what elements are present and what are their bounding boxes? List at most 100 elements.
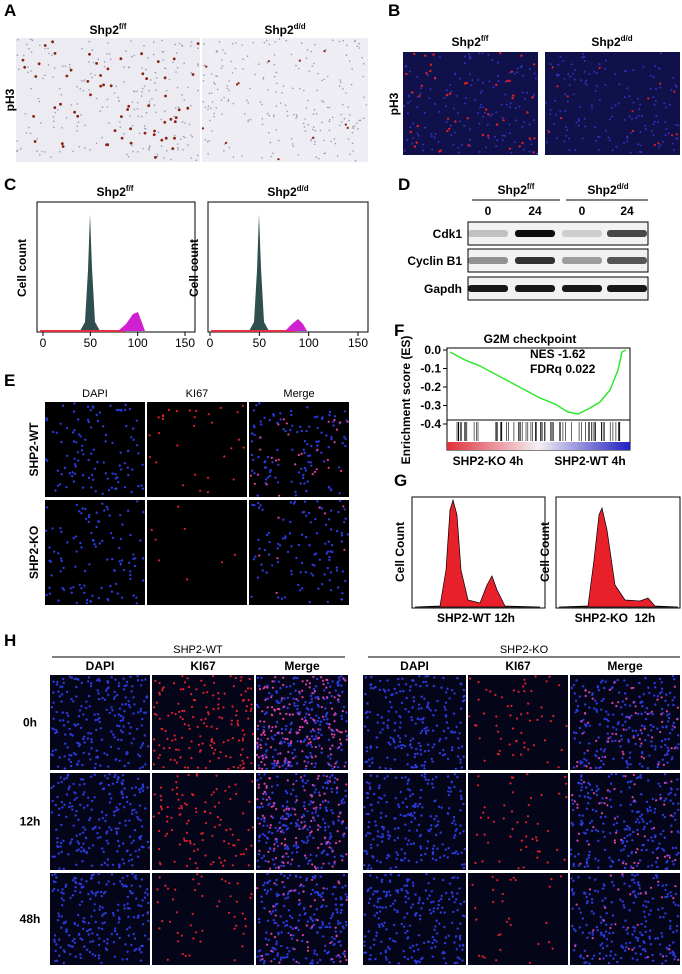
cell-dot [315, 883, 318, 886]
cell-dot [571, 799, 574, 802]
cell-dot [640, 712, 643, 716]
cell-dot [367, 864, 371, 867]
cell-dot [90, 738, 93, 741]
cell-dot [624, 70, 627, 72]
cell-dot [257, 506, 261, 509]
cell-dot [341, 798, 345, 801]
cell-dot [50, 706, 54, 709]
cell-dot [409, 743, 412, 746]
cell-dot [155, 461, 158, 464]
cell-dot [273, 115, 275, 118]
cell-dot [62, 892, 65, 895]
cell-dot [313, 62, 315, 65]
cell-dot [424, 852, 427, 856]
cell-dot [298, 711, 302, 714]
cell-dot [347, 138, 350, 140]
cell-dot [570, 686, 573, 690]
cell-dot [288, 703, 291, 706]
cell-dot [90, 740, 93, 744]
cell-dot [197, 47, 199, 49]
cell-dot [58, 483, 62, 486]
cell-dot [424, 675, 427, 678]
cell-dot [80, 512, 83, 515]
cell-dot [632, 901, 635, 904]
cell-dot [65, 690, 69, 693]
cell-dot [261, 156, 263, 159]
cell-dot [293, 704, 296, 708]
cell-dot [130, 892, 133, 895]
cell-dot [78, 145, 81, 148]
cell-dot [456, 776, 459, 779]
cell-dot [36, 138, 38, 140]
cell-dot [619, 956, 623, 960]
cell-dot [411, 142, 414, 145]
cell-dot [140, 845, 144, 849]
cell-dot [235, 83, 239, 86]
cell-dot [180, 736, 184, 739]
cell-dot [265, 836, 269, 839]
cell-dot [308, 686, 311, 689]
cell-dot [83, 584, 86, 587]
cell-dot [462, 830, 465, 833]
cell-dot [222, 49, 224, 51]
cell-dot [263, 730, 266, 733]
cell-dot [86, 948, 89, 951]
cell-dot [282, 418, 285, 421]
cell-dot [175, 71, 177, 73]
cell-dot [584, 81, 587, 84]
cell-dot [303, 801, 306, 804]
cell-dot [109, 84, 113, 88]
cell-dot [98, 937, 101, 940]
cell-dot [371, 761, 374, 764]
cell-dot [375, 876, 379, 879]
cell-dot [505, 920, 509, 923]
cell-dot [666, 895, 669, 898]
cell-dot [388, 834, 392, 838]
cell-dot [136, 90, 138, 93]
cell-dot [323, 50, 326, 53]
cell-dot [116, 850, 119, 853]
cell-dot [650, 729, 653, 732]
cell-dot [492, 820, 496, 823]
cell-dot [523, 97, 526, 100]
cell-dot [265, 786, 268, 789]
cell-dot [596, 830, 600, 833]
cell-dot [676, 915, 680, 918]
cell-dot [200, 679, 203, 682]
cell-dot [626, 824, 629, 828]
cell-dot [413, 805, 416, 809]
cell-dot [521, 141, 524, 145]
cell-dot [204, 801, 207, 804]
cell-dot [277, 516, 280, 519]
cell-dot [650, 864, 654, 867]
cell-dot [82, 826, 85, 829]
cell-dot [595, 739, 598, 743]
cell-dot [287, 807, 291, 810]
cell-dot [104, 819, 107, 823]
cell-dot [614, 953, 617, 956]
cell-dot [282, 85, 285, 87]
cell-dot [659, 785, 662, 788]
cell-dot [45, 506, 49, 509]
cell-dot [295, 841, 298, 844]
cell-dot [62, 724, 66, 727]
cell-dot [80, 449, 84, 452]
cell-dot [158, 829, 161, 833]
cell-dot [57, 915, 61, 918]
cell-dot [297, 961, 301, 965]
cell-dot [177, 148, 179, 151]
cell-dot [260, 746, 263, 749]
cell-dot [324, 944, 327, 947]
cell-dot [674, 818, 677, 822]
cell-dot [326, 853, 329, 856]
cell-dot [303, 774, 306, 777]
cell-dot [113, 929, 117, 933]
cell-dot [523, 690, 526, 693]
cell-dot [389, 743, 392, 746]
cell-dot [186, 864, 189, 868]
cell-dot [262, 797, 265, 801]
cell-dot [303, 126, 306, 128]
cell-dot [383, 921, 386, 924]
cell-dot [595, 750, 598, 753]
cell-dot [106, 42, 109, 44]
